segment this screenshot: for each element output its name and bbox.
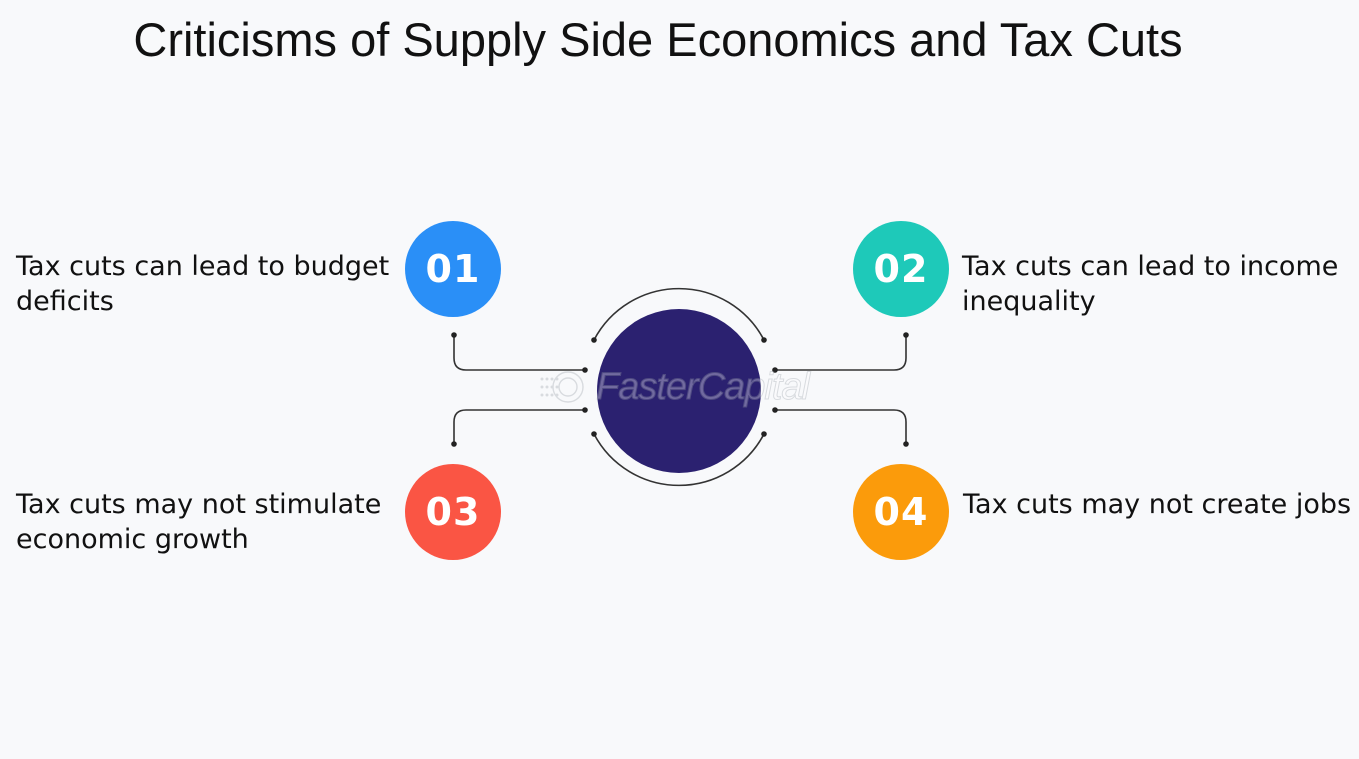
hub-arc-bottom (593, 433, 765, 487)
connector-01 (453, 335, 585, 371)
page-title: Criticisms of Supply Side Economics and … (133, 13, 1183, 66)
hub-arc-top (593, 287, 765, 341)
item-text-01: Tax cuts can lead to budget deficits (16, 251, 390, 317)
item-text-03: Tax cuts may not stimulate economic grow… (16, 489, 382, 555)
badge-02: 02 (853, 221, 949, 317)
connector-04 (775, 409, 907, 444)
badge-03: 03 (405, 464, 501, 560)
badge-04: 04 (853, 464, 949, 560)
connector-03 (453, 409, 585, 444)
badge-01: 01 (405, 221, 501, 317)
hub-circle (597, 309, 761, 473)
connector-02 (775, 335, 907, 371)
item-text-04: Tax cuts may not create jobs (963, 489, 1352, 520)
item-text-02: Tax cuts can lead to income inequality (962, 251, 1339, 317)
